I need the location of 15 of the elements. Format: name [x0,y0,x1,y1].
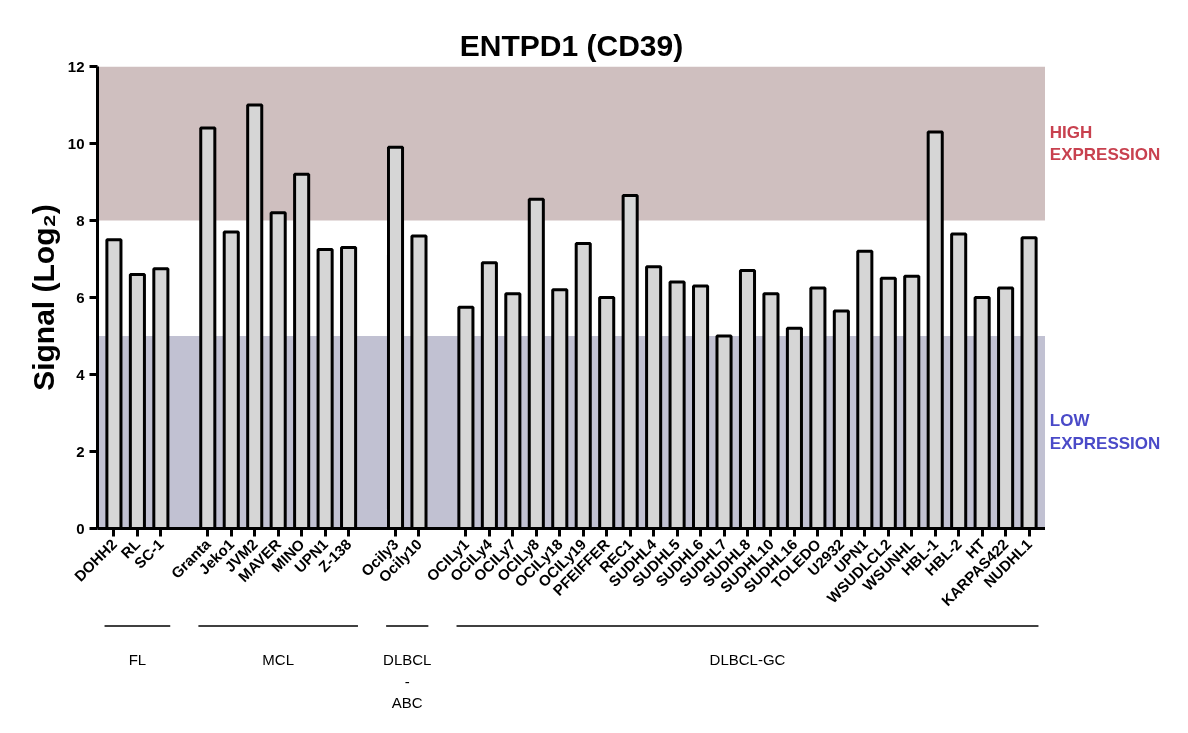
y-axis-title: Signal (Log₂) [26,204,60,391]
text: DLBCL - ABC [383,651,432,711]
y-tick-label: 0 [76,519,85,537]
y-tick-label: 4 [76,365,86,383]
chart-title: ENTPD1 (CD39) [459,28,684,62]
y-tick-label: 12 [67,57,85,75]
y-tick-label: 8 [76,211,85,229]
y-tick-label: 10 [67,134,85,152]
band-label: LOW EXPRESSION [1049,411,1161,454]
text: DLBCL-GC [709,651,786,669]
y-tick-label: 2 [76,442,85,460]
y-tick-label: 6 [76,288,85,306]
band-label: HIGH EXPRESSION [1049,122,1161,165]
text: FL [128,651,147,669]
text: MCL [262,651,295,669]
